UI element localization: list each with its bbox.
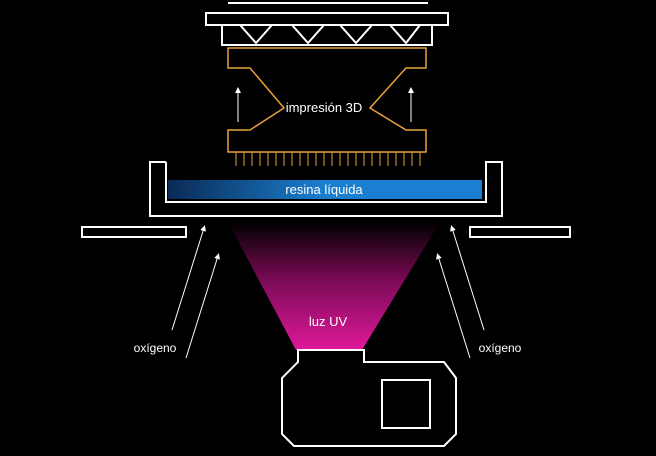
uv-light-beam [228, 222, 440, 350]
oxygen-label-right: oxígeno [479, 341, 522, 355]
uv-label: luz UV [309, 314, 348, 329]
oxygen-arrows-right [436, 225, 485, 359]
platform-truss [221, 24, 433, 46]
uv-projector [281, 349, 457, 447]
printed-object-outline [227, 47, 427, 153]
oxygen-arrows-left [171, 225, 220, 359]
platform-plate [205, 12, 449, 26]
printed-object [227, 47, 427, 166]
liquid-resin [168, 180, 482, 199]
build-platform [205, 2, 449, 46]
right-rail [469, 226, 571, 238]
projector-window [381, 379, 431, 429]
resin-vat [149, 161, 503, 217]
resin-label: resina líquida [285, 182, 363, 197]
print-label: impresión 3D [286, 100, 363, 115]
oxygen-label-left: oxígeno [134, 341, 177, 355]
projector-body [281, 349, 457, 447]
printed-object-teeth [235, 152, 421, 166]
left-rail [81, 226, 187, 238]
